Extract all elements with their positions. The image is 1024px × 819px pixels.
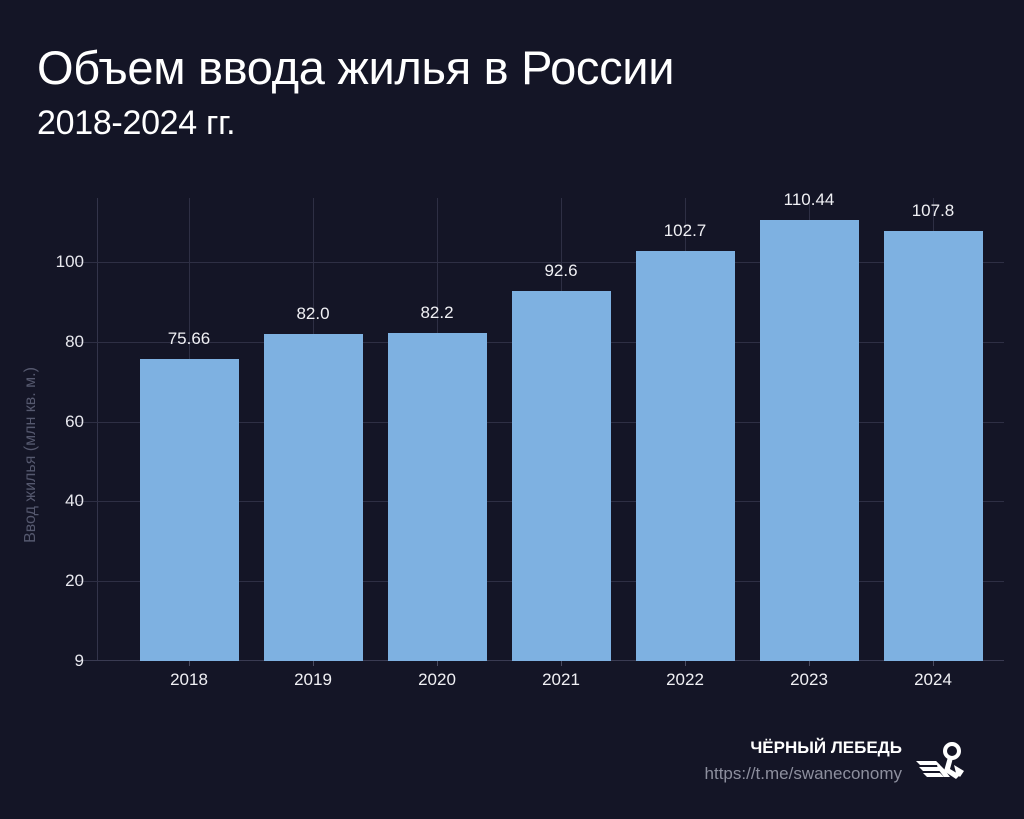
- bar-2023[interactable]: [759, 220, 859, 661]
- swan-logo-icon: [916, 742, 964, 779]
- bar-value-label: 110.44: [783, 190, 835, 210]
- y-tick-label: 100: [55, 251, 84, 271]
- bar-2021[interactable]: [511, 291, 611, 661]
- bar-2024[interactable]: [883, 230, 983, 661]
- x-tick-mark: [561, 661, 562, 666]
- y-axis-label: Ввод жилья (млн кв. м.): [22, 367, 39, 543]
- channel-link[interactable]: https://t.me/swaneconomy: [704, 764, 902, 783]
- bar-value-label: 82.0: [296, 303, 330, 323]
- bar-value-label: 75.66: [167, 329, 211, 348]
- bar-value-label: 107.8: [911, 200, 955, 220]
- y-axis-spine: [97, 198, 98, 661]
- y-tick-label: 80: [65, 331, 84, 351]
- y-tick-label: 9: [74, 651, 84, 670]
- y-gridline: [77, 261, 1004, 263]
- x-tick-mark: [437, 661, 438, 666]
- brand-name: ЧЁРНЫЙ ЛЕБЕДЬ: [750, 738, 902, 757]
- y-tick-label: 20: [65, 571, 84, 591]
- x-tick-label: 2018: [170, 670, 208, 689]
- bar-2019[interactable]: [263, 333, 363, 661]
- chart-subtitle: 2018-2024 гг.: [37, 104, 236, 142]
- x-tick-label: 2021: [542, 670, 580, 689]
- x-tick-label: 2020: [418, 670, 456, 689]
- x-tick-mark: [933, 661, 934, 666]
- x-tick-mark: [189, 661, 190, 666]
- plot-area: 9 20 40 60 80 100 75.66 2018 82.0 2019 82.2 2020 92.…: [56, 190, 1004, 689]
- bar-value-label: 82.2: [420, 302, 454, 322]
- x-tick-label: 2019: [294, 670, 332, 689]
- bar-value-label: 102.7: [663, 221, 707, 241]
- x-tick-mark: [809, 661, 810, 666]
- x-tick-label: 2022: [666, 670, 704, 689]
- y-tick-label: 60: [65, 411, 84, 431]
- bar-2022[interactable]: [635, 251, 735, 661]
- bar-2020[interactable]: [387, 332, 487, 661]
- x-tick-label: 2023: [790, 670, 828, 689]
- bar-value-label: 92.6: [544, 261, 578, 281]
- x-tick-mark: [685, 661, 686, 666]
- y-tick-label: 40: [65, 491, 84, 511]
- bar-2018[interactable]: [139, 359, 239, 661]
- x-tick-label: 2024: [914, 670, 952, 689]
- x-tick-mark: [313, 661, 314, 666]
- chart-title: Объем ввода жилья в России: [37, 41, 675, 94]
